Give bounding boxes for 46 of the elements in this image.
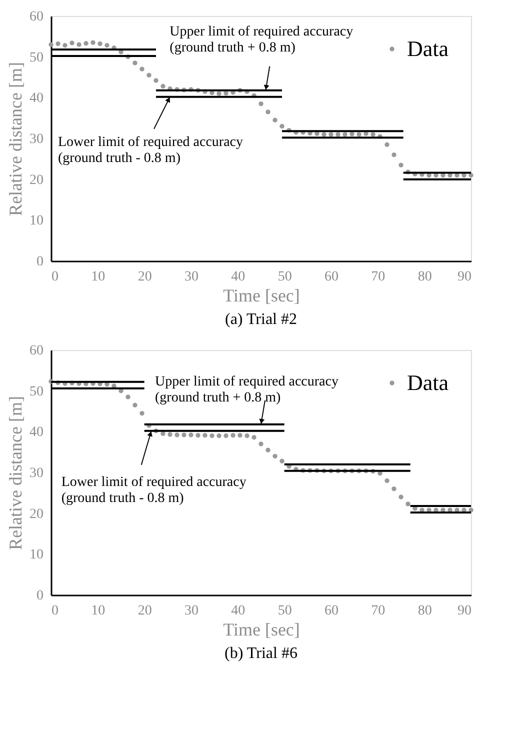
x-tick-label: 60 <box>324 604 338 618</box>
text: (a) Trial #2 <box>225 311 297 328</box>
x-tick-label: 50 <box>278 604 292 618</box>
y-tick-label: 10 <box>30 548 44 563</box>
annotation: Lower limit of required accuracy (ground truth - 0.8 m) <box>58 134 244 166</box>
legend-label: Data <box>407 370 449 395</box>
x-tick-label: 0 <box>52 270 58 284</box>
annotation: Upper limit of required accuracy (ground truth + 0.8 m) <box>170 24 354 56</box>
annotation: Lower limit of required accuracy (ground truth - 0.8 m) <box>61 474 246 506</box>
x-tick-label: 80 <box>418 604 432 618</box>
x-tick-label: 40 <box>231 270 246 284</box>
x-tick-label: 0 <box>52 604 58 618</box>
y-axis-title: Relative distance [m] <box>6 62 26 216</box>
y-tick-label: 40 <box>30 91 44 106</box>
x-tick-label: 20 <box>138 604 152 618</box>
y-tick-label: 20 <box>30 172 44 188</box>
y-tick-label: 30 <box>30 132 44 147</box>
y-tick-label: 10 <box>30 214 44 229</box>
y-tick-label: 60 <box>30 10 44 24</box>
y-tick-label: 0 <box>36 254 44 270</box>
x-tick-label: 90 <box>458 270 472 284</box>
y-tick-label: 20 <box>30 506 44 522</box>
y-axis-title: Relative distance [m] <box>6 396 26 550</box>
x-tick-label: 80 <box>418 270 432 284</box>
x-axis-title: Time [sec] <box>223 286 300 306</box>
y-tick-label: 50 <box>30 384 44 400</box>
x-axis-title: Time [sec] <box>223 620 300 640</box>
y-tick-label: 40 <box>30 425 44 440</box>
x-tick-label: 70 <box>371 604 386 618</box>
y-tick-label: 0 <box>36 588 44 604</box>
x-tick-label: 40 <box>231 604 246 618</box>
text: (b) Trial #6 <box>224 645 298 662</box>
x-tick-label: 30 <box>184 604 198 618</box>
legend-label: Data <box>407 36 449 61</box>
x-tick-label: 60 <box>324 270 338 284</box>
x-tick-label: 50 <box>278 270 292 284</box>
y-tick-label: 60 <box>30 344 44 358</box>
annotation: Upper limit of required accuracy (ground truth + 0.8 m) <box>155 374 338 406</box>
y-tick-label: 50 <box>30 50 44 66</box>
x-tick-label: 10 <box>91 604 106 618</box>
x-tick-label: 20 <box>138 270 152 284</box>
x-tick-label: 90 <box>458 604 472 618</box>
y-tick-label: 30 <box>30 466 44 481</box>
x-tick-label: 30 <box>184 270 198 284</box>
x-tick-label: 70 <box>371 270 386 284</box>
x-tick-label: 10 <box>91 270 106 284</box>
